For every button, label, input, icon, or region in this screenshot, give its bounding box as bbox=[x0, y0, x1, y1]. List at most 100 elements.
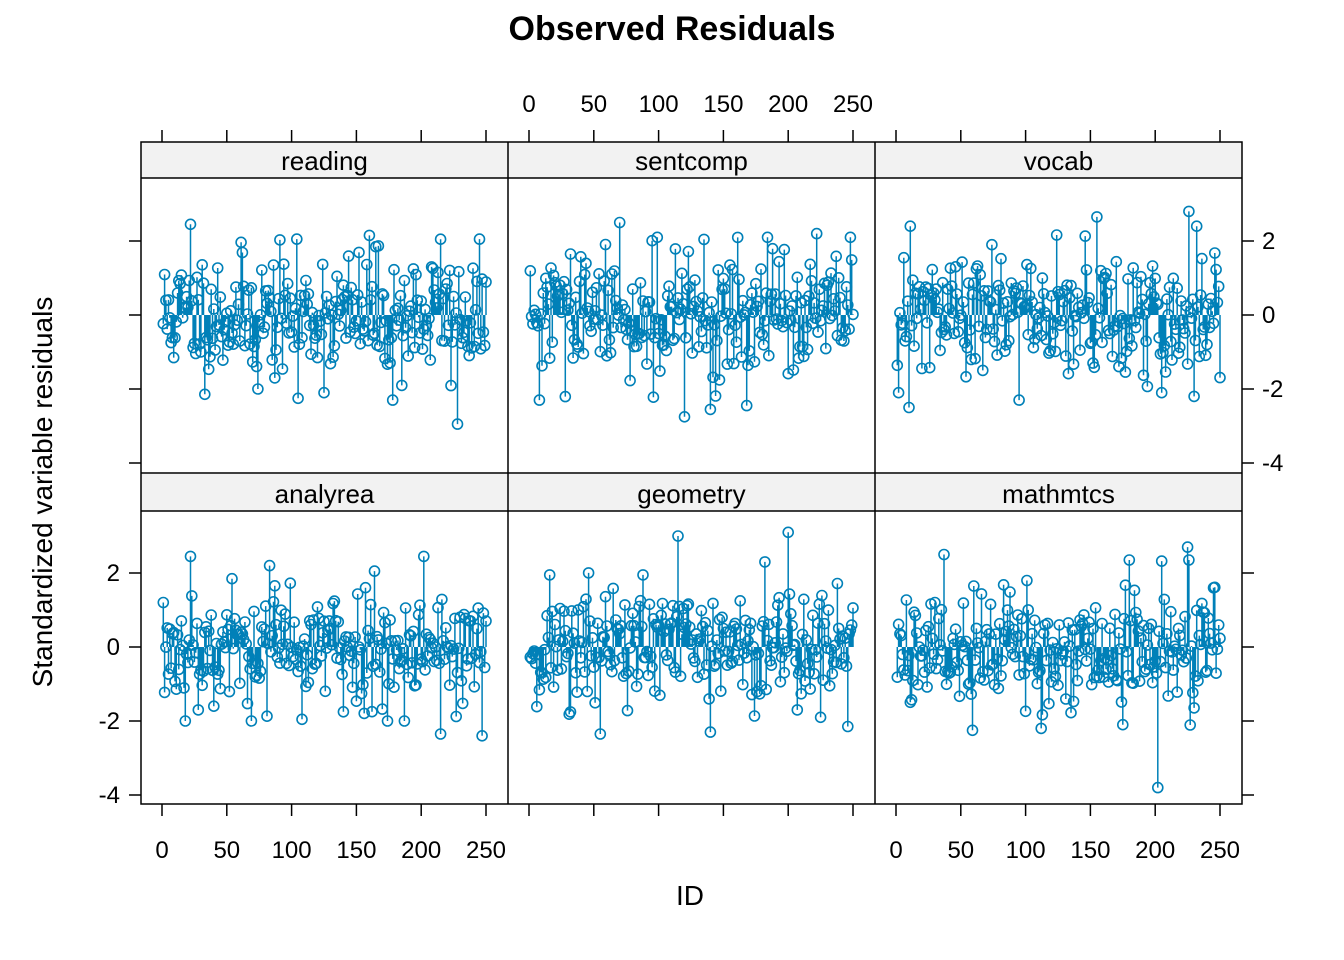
residual-point bbox=[705, 296, 718, 308]
residual-point bbox=[922, 620, 935, 633]
residual-point bbox=[1089, 328, 1102, 341]
residual-point bbox=[303, 319, 316, 332]
residual-point bbox=[613, 216, 626, 229]
residual-point bbox=[314, 315, 326, 328]
residual-point bbox=[423, 312, 435, 325]
residual-point bbox=[442, 319, 455, 332]
residual-point bbox=[676, 267, 688, 280]
residual-point bbox=[179, 715, 192, 727]
residual-point bbox=[1037, 627, 1050, 640]
residual-point bbox=[692, 635, 705, 647]
residual-point bbox=[901, 664, 914, 677]
residual-point bbox=[966, 724, 979, 737]
residual-point bbox=[1206, 305, 1218, 318]
residual-point bbox=[700, 341, 713, 354]
panel-strip bbox=[875, 142, 1242, 178]
residual-point bbox=[255, 621, 268, 633]
residual-point bbox=[227, 338, 240, 351]
residual-point bbox=[1183, 205, 1195, 218]
residual-point bbox=[467, 610, 479, 623]
residual-point bbox=[1041, 617, 1054, 630]
residual-point bbox=[1201, 338, 1213, 351]
residual-point bbox=[555, 306, 568, 319]
residual-point bbox=[175, 615, 188, 627]
residual-point bbox=[577, 600, 590, 613]
residual-point bbox=[248, 340, 260, 353]
residual-point bbox=[644, 328, 657, 340]
residual-point bbox=[189, 347, 202, 360]
residual-point bbox=[169, 675, 181, 688]
residual-point bbox=[410, 679, 422, 691]
residual-point bbox=[777, 628, 789, 640]
residual-point bbox=[1210, 667, 1222, 680]
residual-point bbox=[364, 598, 377, 611]
residual-point bbox=[402, 350, 415, 362]
residual-point bbox=[1063, 640, 1076, 652]
residual-point bbox=[254, 665, 267, 678]
panel-mathmtcs: mathmtcs bbox=[875, 474, 1242, 794]
residual-point bbox=[836, 630, 849, 642]
panel-analyrea: analyrea bbox=[141, 474, 508, 742]
residual-point bbox=[594, 728, 607, 740]
residual-point bbox=[257, 635, 269, 648]
residual-point bbox=[1159, 366, 1172, 378]
y-tick-label-left: 0 bbox=[107, 634, 120, 661]
residual-point bbox=[698, 233, 710, 246]
residual-point bbox=[900, 594, 913, 606]
residual-point bbox=[1028, 333, 1041, 345]
residual-point bbox=[1123, 554, 1136, 566]
panel-vocab: vocab bbox=[875, 142, 1242, 414]
residual-point bbox=[960, 635, 972, 648]
residual-point bbox=[670, 610, 683, 623]
residual-point bbox=[167, 351, 180, 364]
residual-point bbox=[656, 597, 669, 610]
residual-point bbox=[727, 357, 740, 370]
residual-point bbox=[402, 671, 415, 684]
residual-point bbox=[217, 354, 229, 367]
residual-point bbox=[644, 650, 657, 663]
residual-point bbox=[331, 270, 343, 283]
residual-point bbox=[184, 550, 197, 563]
residual-point bbox=[589, 696, 601, 709]
residual-point bbox=[373, 666, 386, 678]
residual-point bbox=[1183, 554, 1195, 566]
residual-point bbox=[829, 305, 841, 317]
residual-point bbox=[377, 289, 390, 302]
residual-point bbox=[536, 359, 548, 372]
x-tick-label-bottom: 100 bbox=[1006, 837, 1046, 864]
residual-point bbox=[669, 243, 682, 255]
residual-point bbox=[952, 664, 965, 677]
residual-point bbox=[1070, 658, 1082, 671]
residual-point bbox=[965, 688, 978, 700]
residual-point bbox=[191, 271, 203, 284]
residual-point bbox=[1004, 586, 1016, 598]
residual-point bbox=[1141, 639, 1154, 651]
residual-point bbox=[604, 346, 617, 359]
residual-point bbox=[1088, 361, 1101, 374]
residual-point bbox=[284, 292, 297, 305]
residual-point bbox=[537, 673, 550, 686]
residual-point bbox=[791, 704, 804, 716]
residual-point bbox=[545, 262, 557, 274]
residual-point bbox=[328, 595, 341, 607]
residual-point bbox=[742, 359, 754, 372]
residual-point bbox=[287, 650, 299, 663]
residual-point bbox=[1152, 298, 1164, 311]
residual-point bbox=[992, 279, 1005, 292]
residual-point bbox=[293, 338, 306, 351]
residual-point bbox=[560, 283, 573, 296]
residual-point bbox=[689, 274, 701, 286]
residual-point bbox=[1048, 663, 1060, 675]
residual-point bbox=[395, 379, 408, 392]
residual-point bbox=[819, 342, 832, 355]
residual-point bbox=[1041, 310, 1054, 322]
residual-point bbox=[747, 306, 760, 319]
residual-point bbox=[834, 633, 846, 645]
residual-point bbox=[169, 331, 181, 344]
residual-point bbox=[1093, 311, 1106, 324]
residual-point bbox=[655, 313, 668, 326]
residual-point bbox=[600, 620, 613, 632]
residual-point bbox=[464, 316, 477, 329]
residual-point bbox=[681, 283, 693, 296]
residual-point bbox=[836, 322, 849, 334]
